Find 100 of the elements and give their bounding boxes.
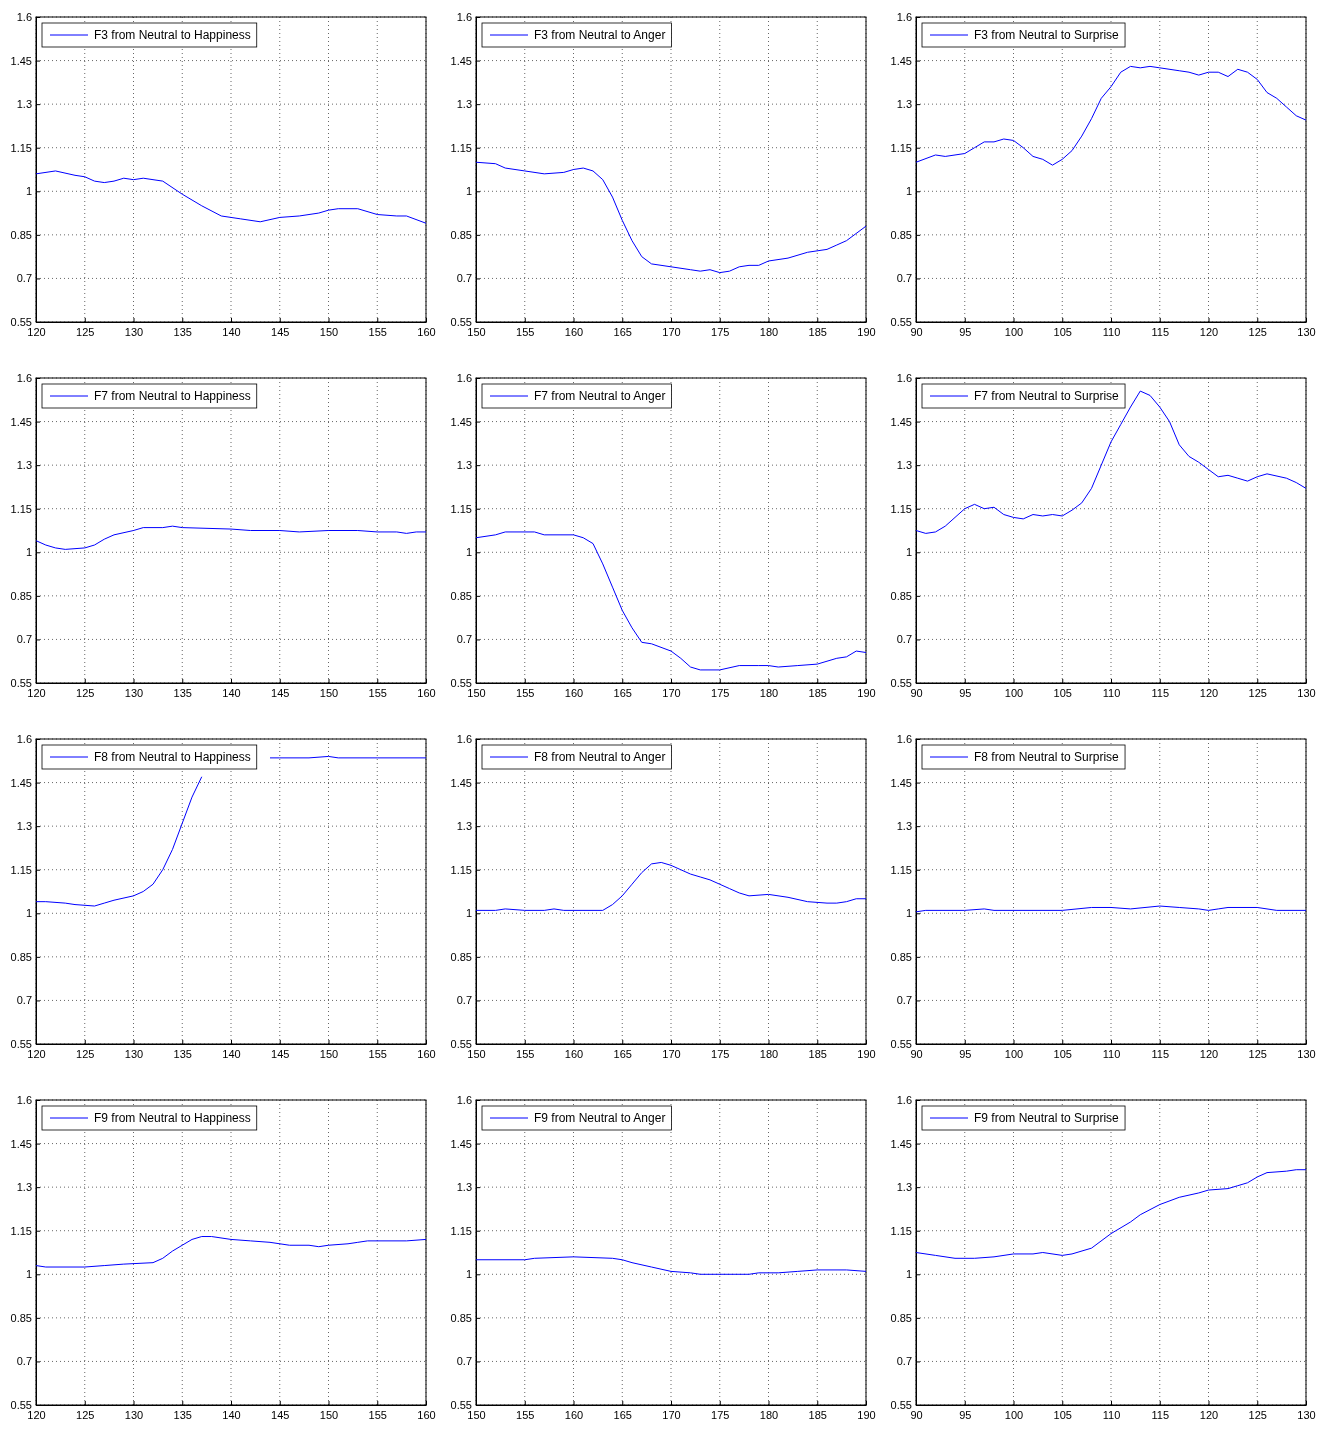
- x-tick-label: 185: [808, 325, 827, 338]
- x-tick-label: 125: [76, 325, 95, 338]
- y-tick-label: 1.15: [450, 141, 472, 154]
- y-tick-label: 0.55: [890, 1038, 912, 1051]
- y-tick-label: 1.3: [456, 1181, 472, 1194]
- y-tick-label: 0.7: [456, 994, 472, 1007]
- y-tick-label: 1.3: [16, 1181, 32, 1194]
- x-tick-label: 170: [662, 325, 681, 338]
- x-tick-label: 135: [173, 1047, 192, 1060]
- y-tick-label: 0.85: [450, 589, 472, 602]
- x-tick-label: 145: [271, 1047, 290, 1060]
- x-tick-label: 160: [417, 686, 436, 699]
- x-tick-label: 185: [808, 686, 827, 699]
- y-tick-label: 1: [465, 185, 472, 198]
- y-tick-label: 0.7: [16, 1355, 32, 1368]
- y-tick-label: 0.55: [890, 1399, 912, 1412]
- y-tick-label: 1.15: [10, 141, 32, 154]
- x-tick-label: 115: [1151, 325, 1170, 338]
- x-tick-label: 145: [271, 325, 290, 338]
- line-series: [475, 861, 867, 911]
- x-tick-label: 105: [1053, 325, 1072, 338]
- legend-label: F8 from Neutral to Anger: [534, 750, 666, 764]
- x-tick-label: 95: [959, 1408, 972, 1421]
- x-tick-label: 150: [319, 1047, 339, 1060]
- x-tick-label: 150: [319, 325, 339, 338]
- y-tick-label: 1: [465, 1268, 472, 1281]
- legend-label: F7 from Neutral to Surprise: [974, 389, 1120, 403]
- legend-label: F9 from Neutral to Happiness: [94, 1111, 251, 1125]
- x-tick-label: 95: [959, 1047, 972, 1060]
- x-tick-label: 175: [711, 1047, 730, 1060]
- y-tick-label: 1: [465, 907, 472, 920]
- y-tick-label: 1.15: [890, 1224, 912, 1237]
- x-tick-label: 160: [417, 1408, 436, 1421]
- x-tick-label: 150: [319, 1408, 339, 1421]
- x-tick-label: 135: [173, 1408, 192, 1421]
- x-tick-label: 155: [368, 325, 387, 338]
- line-series: [915, 390, 1307, 534]
- y-tick-label: 1: [905, 546, 912, 559]
- x-tick-label: 165: [613, 325, 632, 338]
- legend-label: F9 from Neutral to Surprise: [974, 1111, 1120, 1125]
- y-tick-label: 1.6: [456, 733, 472, 746]
- x-tick-label: 130: [124, 686, 144, 699]
- y-tick-label: 1.45: [890, 776, 912, 789]
- y-tick-label: 1.6: [16, 1094, 32, 1107]
- y-tick-label: 1.3: [896, 98, 912, 111]
- y-tick-label: 1.6: [456, 1094, 472, 1107]
- x-tick-label: 170: [662, 1408, 681, 1421]
- x-tick-label: 155: [516, 686, 535, 699]
- y-tick-label: 0.7: [896, 1355, 912, 1368]
- y-tick-label: 0.85: [450, 228, 472, 241]
- y-tick-label: 0.7: [16, 994, 32, 1007]
- x-tick-label: 160: [564, 1408, 584, 1421]
- x-tick-label: 155: [368, 1408, 387, 1421]
- y-tick-label: 0.85: [450, 950, 472, 963]
- legend-label: F7 from Neutral to Anger: [534, 389, 666, 403]
- line-series: [35, 525, 427, 550]
- y-tick-label: 1: [905, 1268, 912, 1281]
- legend-label: F3 from Neutral to Happiness: [94, 28, 251, 42]
- y-tick-label: 1.3: [456, 98, 472, 111]
- y-tick-label: 0.55: [890, 316, 912, 329]
- x-tick-label: 190: [857, 325, 876, 338]
- y-tick-label: 0.85: [450, 1311, 472, 1324]
- x-tick-label: 120: [1199, 1408, 1219, 1421]
- x-tick-label: 130: [1297, 325, 1316, 338]
- x-tick-label: 100: [1004, 686, 1024, 699]
- x-tick-label: 155: [516, 1408, 535, 1421]
- x-tick-label: 125: [76, 1047, 95, 1060]
- x-tick-label: 110: [1102, 1047, 1121, 1060]
- y-tick-label: 1.45: [450, 776, 472, 789]
- y-tick-label: 0.7: [16, 633, 32, 646]
- y-tick-label: 1.15: [10, 502, 32, 515]
- x-tick-label: 90: [910, 325, 923, 338]
- x-tick-label: 105: [1053, 1408, 1072, 1421]
- x-tick-label: 185: [808, 1408, 827, 1421]
- x-tick-label: 175: [711, 686, 730, 699]
- x-tick-label: 165: [613, 1408, 632, 1421]
- y-tick-label: 1.3: [896, 820, 912, 833]
- x-tick-label: 125: [1248, 1047, 1267, 1060]
- x-tick-label: 115: [1151, 1047, 1170, 1060]
- x-tick-label: 120: [1199, 1047, 1219, 1060]
- y-tick-label: 1.3: [456, 459, 472, 472]
- x-tick-label: 155: [516, 325, 535, 338]
- y-tick-label: 0.7: [896, 633, 912, 646]
- x-tick-label: 140: [222, 686, 241, 699]
- line-series: [915, 1169, 1307, 1259]
- y-tick-label: 1: [905, 907, 912, 920]
- x-tick-label: 125: [76, 686, 95, 699]
- y-tick-label: 1.15: [10, 863, 32, 876]
- x-tick-label: 110: [1102, 1408, 1121, 1421]
- y-tick-label: 1.15: [10, 1224, 32, 1237]
- y-tick-label: 1.45: [450, 54, 472, 67]
- x-tick-label: 180: [759, 686, 779, 699]
- y-tick-label: 0.85: [10, 589, 32, 602]
- y-tick-label: 1.3: [896, 1181, 912, 1194]
- y-tick-label: 1.6: [16, 372, 32, 385]
- y-tick-label: 1.3: [16, 98, 32, 111]
- y-tick-label: 1.6: [456, 372, 472, 385]
- x-tick-label: 130: [1297, 1047, 1316, 1060]
- x-tick-label: 115: [1151, 686, 1170, 699]
- y-tick-label: 1: [25, 546, 32, 559]
